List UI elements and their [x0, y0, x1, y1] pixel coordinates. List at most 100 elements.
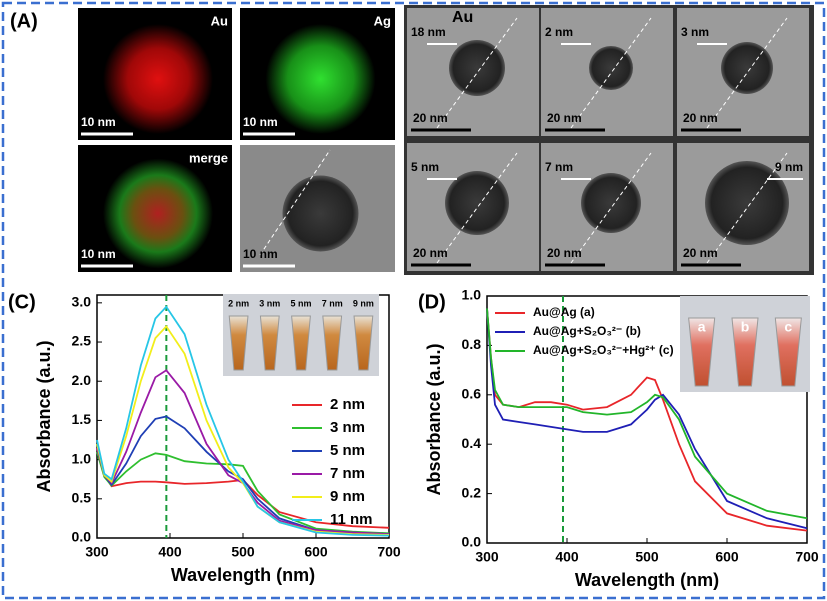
particle	[103, 24, 213, 134]
scale-label: 10 nm	[81, 115, 116, 129]
particle	[721, 42, 773, 94]
panel-label: (D)	[418, 291, 446, 313]
tube	[774, 317, 802, 387]
particle	[282, 175, 359, 252]
legend-label: 5 nm	[330, 442, 365, 459]
lattice-guide	[706, 17, 788, 129]
particle	[589, 46, 633, 90]
particle	[445, 171, 509, 235]
image-label: Ag	[374, 13, 391, 28]
particle	[265, 24, 376, 134]
inset-label: 3 nm	[259, 298, 280, 308]
y-tick-label: 3.0	[72, 294, 92, 310]
lattice-guide	[570, 152, 652, 264]
particle	[103, 158, 213, 269]
series-line	[96, 305, 390, 537]
x-tick-label: 500	[231, 544, 255, 560]
size-label: 3 nm	[681, 25, 709, 39]
lattice-guide	[706, 152, 788, 264]
particle	[449, 40, 505, 96]
legend-label: Au@Ag (a)	[533, 305, 595, 319]
scale-label: 20 nm	[683, 246, 718, 260]
inset-label: 5 nm	[290, 298, 311, 308]
x-tick-label: 700	[795, 549, 819, 565]
x-tick-label: 600	[715, 549, 739, 565]
scale-label: 20 nm	[547, 111, 582, 125]
x-tick-label: 700	[377, 544, 401, 560]
legend-label: 11 nm	[330, 511, 373, 528]
y-tick-label: 0.8	[462, 336, 482, 352]
y-axis-label: Absorbance (a.u.)	[424, 343, 444, 495]
panel-label: (A)	[10, 10, 38, 32]
size-label: 9 nm	[775, 160, 803, 174]
inset-label: b	[741, 319, 750, 335]
x-tick-label: 600	[304, 544, 328, 560]
scale-label: 20 nm	[683, 111, 718, 125]
tube	[731, 317, 759, 387]
size-label: 7 nm	[545, 160, 573, 174]
legend-label: 7 nm	[330, 465, 365, 482]
y-tick-label: 0.0	[72, 529, 92, 545]
y-tick-label: 1.0	[72, 450, 92, 466]
inset-label: 7 nm	[322, 298, 343, 308]
x-tick-label: 400	[158, 544, 182, 560]
legend-label: 3 nm	[330, 419, 365, 436]
x-axis-label: Wavelength (nm)	[575, 570, 719, 590]
panel-label: (C)	[8, 291, 36, 313]
series-line	[486, 308, 808, 520]
legend-label: Au@Ag+S₂O₃²⁻ (b)	[533, 324, 641, 338]
y-tick-label: 1.0	[462, 287, 482, 303]
x-axis-label: Wavelength (nm)	[171, 565, 315, 585]
particle	[581, 173, 641, 233]
y-axis-label: Absorbance (a.u.)	[34, 340, 54, 492]
image-label: Au	[211, 13, 228, 28]
y-tick-label: 1.5	[72, 411, 92, 427]
panel-title: Au	[452, 9, 473, 26]
lattice-guide	[259, 149, 331, 256]
scale-label: 20 nm	[413, 246, 448, 260]
lattice-guide	[436, 152, 518, 264]
x-tick-label: 300	[475, 549, 499, 565]
y-tick-label: 0.4	[462, 435, 482, 451]
size-label: 2 nm	[545, 25, 573, 39]
image-label: merge	[189, 150, 228, 165]
x-tick-label: 300	[85, 544, 109, 560]
legend-label: 2 nm	[330, 396, 365, 413]
series-line	[96, 369, 390, 535]
y-tick-label: 0.0	[462, 534, 482, 550]
series-line	[96, 415, 390, 535]
inset-label: c	[784, 319, 792, 335]
particle	[705, 161, 789, 245]
y-tick-label: 0.6	[462, 386, 482, 402]
y-tick-label: 2.0	[72, 372, 92, 388]
x-tick-label: 400	[555, 549, 579, 565]
y-tick-label: 0.5	[72, 490, 92, 506]
y-tick-label: 2.5	[72, 333, 92, 349]
legend-label: Au@Ag+S₂O₃²⁻+Hg²⁺ (c)	[533, 343, 674, 357]
size-label: 18 nm	[411, 25, 446, 39]
y-tick-label: 0.2	[462, 484, 482, 500]
tube	[259, 315, 280, 371]
inset-label: 9 nm	[353, 298, 374, 308]
scale-label: 20 nm	[413, 111, 448, 125]
lattice-guide	[570, 17, 652, 129]
lattice-guide	[436, 17, 518, 129]
scale-label: 10 nm	[243, 247, 278, 261]
scale-label: 10 nm	[243, 115, 278, 129]
scale-label: 20 nm	[547, 246, 582, 260]
scale-label: 10 nm	[81, 247, 116, 261]
series-line	[96, 447, 390, 529]
series-line	[96, 451, 390, 535]
inset-label: 2 nm	[228, 298, 249, 308]
tube	[228, 315, 249, 371]
legend-label: 9 nm	[330, 488, 365, 505]
tube	[688, 317, 716, 387]
tube	[322, 315, 343, 371]
tube	[291, 315, 311, 371]
inset-label: a	[698, 319, 706, 335]
tube	[353, 315, 374, 371]
x-tick-label: 500	[635, 549, 659, 565]
